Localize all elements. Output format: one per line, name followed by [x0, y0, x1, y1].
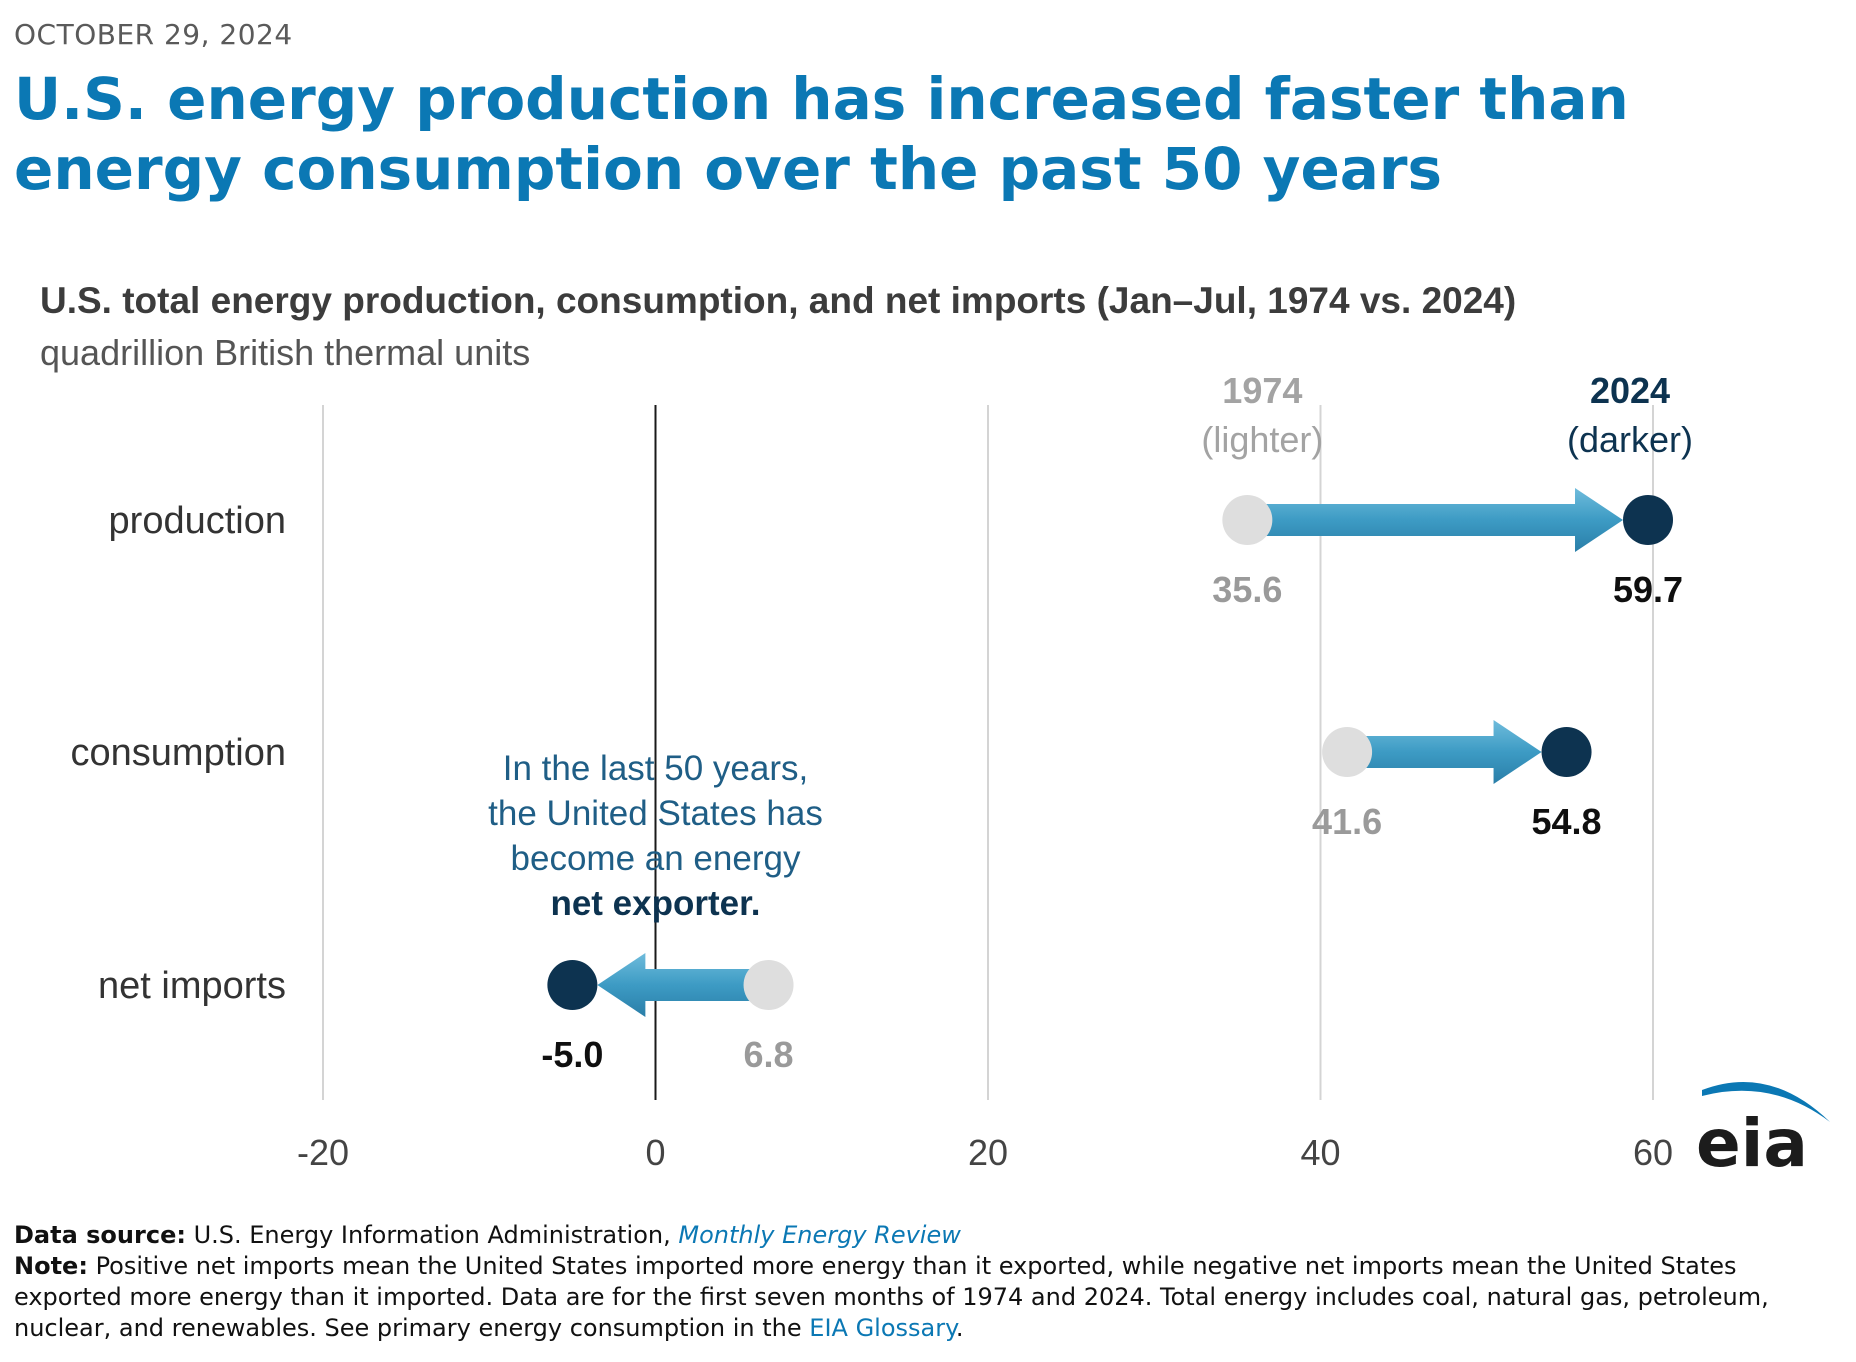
value-label-1974: 41.6	[1312, 801, 1382, 842]
note-label: Note:	[14, 1252, 88, 1280]
footer: Data source: U.S. Energy Information Adm…	[14, 1220, 1834, 1344]
date: OCTOBER 29, 2024	[14, 18, 293, 51]
eia-glossary-link[interactable]: EIA Glossary	[809, 1314, 956, 1342]
x-tick-label: 20	[968, 1132, 1008, 1173]
annotation-line: the United States has	[488, 794, 823, 833]
legend-1974-label: 1974	[1222, 370, 1302, 411]
category-labels: production consumption net imports	[71, 500, 286, 1007]
point-2024	[1541, 727, 1592, 777]
change-arrow	[1247, 488, 1624, 552]
change-arrow	[597, 953, 769, 1017]
eia-logo: eia	[1696, 1081, 1830, 1178]
legend-1974-note: (lighter)	[1201, 419, 1323, 460]
chart-title: U.S. total energy production, consumptio…	[40, 280, 1517, 321]
point-1974	[1222, 495, 1273, 545]
dumbbell-marks: 35.6 59.7 41.6 54.8 6.8 -5.0	[541, 488, 1683, 1075]
x-axis: -20 0 20 40 60	[297, 1132, 1673, 1173]
category-label: net imports	[98, 965, 286, 1007]
x-tick-label: 60	[1633, 1132, 1673, 1173]
chart: -20 0 20 40 60 production consumption net impo…	[71, 370, 1693, 1173]
source-label: Data source:	[14, 1221, 186, 1249]
x-tick-label: 0	[645, 1132, 665, 1173]
note-text: Positive net imports mean the United Sta…	[14, 1252, 1769, 1342]
point-1974	[1322, 727, 1373, 777]
annotation-line: In the last 50 years,	[503, 749, 808, 788]
legend: 1974 (lighter) 2024 (darker)	[1201, 370, 1693, 460]
data-source-line: Data source: U.S. Energy Information Adm…	[14, 1220, 1834, 1251]
change-arrow	[1347, 720, 1542, 784]
value-label-2024: 59.7	[1613, 569, 1683, 610]
logo-swoosh	[1702, 1081, 1830, 1122]
value-label-2024: -5.0	[541, 1034, 603, 1075]
note-end: .	[955, 1314, 964, 1342]
headline: U.S. energy production has increased fas…	[14, 65, 1629, 203]
chart-subtitle: quadrillion British thermal units	[40, 332, 531, 373]
legend-2024-label: 2024	[1590, 370, 1670, 411]
monthly-energy-review-link[interactable]: Monthly Energy Review	[678, 1221, 961, 1249]
legend-2024-note: (darker)	[1567, 419, 1693, 460]
category-label: production	[109, 500, 286, 542]
point-2024	[547, 960, 598, 1010]
value-label-1974: 6.8	[744, 1034, 794, 1075]
point-1974	[743, 960, 794, 1010]
x-tick-label: -20	[297, 1132, 349, 1173]
logo-text: eia	[1696, 1105, 1808, 1178]
category-label: consumption	[71, 732, 286, 774]
source-text: U.S. Energy Information Administration,	[193, 1221, 671, 1249]
value-label-2024: 54.8	[1532, 801, 1602, 842]
x-tick-label: 40	[1300, 1132, 1340, 1173]
point-2024	[1623, 495, 1674, 545]
annotation-bold: net exporter.	[550, 884, 760, 923]
value-label-1974: 35.6	[1212, 569, 1282, 610]
annotation: In the last 50 years, the United States h…	[488, 749, 823, 923]
annotation-line: become an energy	[511, 839, 801, 878]
note-paragraph: Note: Positive net imports mean the Unit…	[14, 1251, 1834, 1344]
